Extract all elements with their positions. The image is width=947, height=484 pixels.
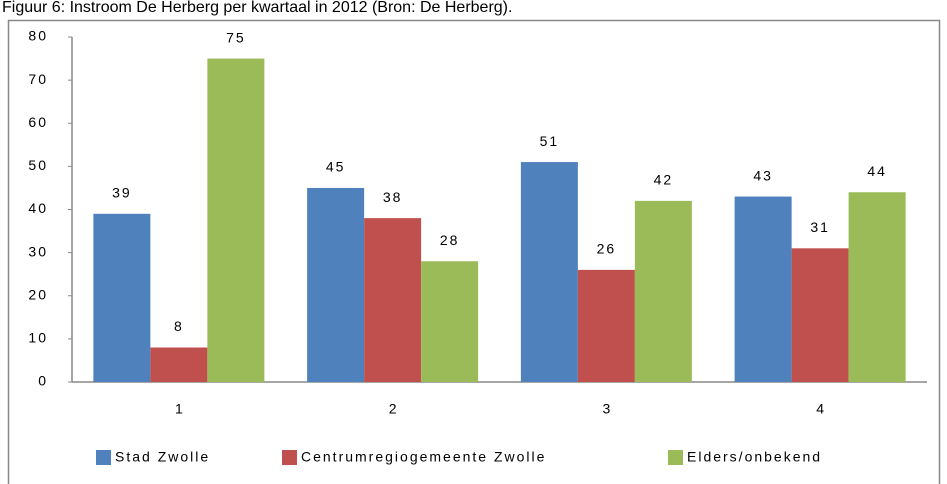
data-label: 31: [810, 219, 830, 235]
legend-swatch: [282, 450, 297, 465]
legend-label: Stad Zwolle: [115, 449, 210, 465]
chart-frame: [7, 19, 941, 484]
y-tick-label: 40: [28, 200, 48, 216]
legend-label: Elders/onbekend: [687, 449, 822, 465]
y-tick-label: 20: [28, 286, 48, 302]
x-tick-label: 4: [816, 401, 824, 417]
bar: [577, 269, 635, 382]
data-label: 8: [174, 318, 184, 334]
data-label: 44: [867, 163, 887, 179]
y-tick-label: 80: [28, 28, 48, 44]
bar: [93, 213, 151, 382]
bar: [307, 187, 365, 382]
data-label: 26: [597, 241, 617, 257]
bar: [150, 347, 208, 382]
bar: [421, 261, 479, 382]
y-tick-label: 50: [28, 157, 48, 173]
data-label: 75: [226, 29, 246, 45]
bar: [207, 58, 265, 382]
data-label: 42: [654, 172, 674, 188]
x-tick-label: 1: [175, 401, 183, 417]
y-tick-label: 10: [28, 330, 48, 346]
data-label: 51: [540, 133, 560, 149]
y-tick-label: 60: [28, 114, 48, 130]
legend-swatch: [96, 450, 111, 465]
data-label: 45: [326, 159, 346, 175]
legend-swatch: [668, 450, 683, 465]
data-label: 39: [112, 185, 132, 201]
bar: [734, 196, 792, 382]
bar: [848, 192, 906, 382]
x-tick-label: 3: [602, 401, 610, 417]
chart-title: Figuur 6: Instroom De Herberg per kwarta…: [2, 0, 512, 16]
data-label: 28: [440, 232, 460, 248]
x-tick-label: 2: [389, 401, 397, 417]
bar: [634, 200, 692, 382]
bar: [364, 218, 422, 382]
data-label: 43: [753, 167, 773, 183]
bar: [791, 248, 849, 382]
y-tick-label: 30: [28, 243, 48, 259]
y-tick-label: 70: [28, 71, 48, 87]
legend-label: Centrumregiogemeente Zwolle: [301, 449, 546, 465]
y-tick-label: 0: [38, 373, 48, 389]
bar: [520, 162, 578, 382]
data-label: 38: [383, 189, 403, 205]
